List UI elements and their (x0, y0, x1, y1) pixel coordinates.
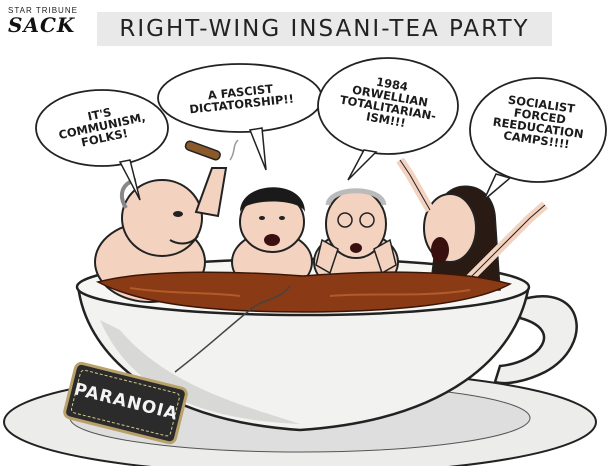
cup-shadow (100, 320, 300, 424)
speech-bubble-1 (35, 89, 169, 201)
speech-bubble-3 (317, 57, 459, 181)
cartoon-title: RIGHT-WING INSANI-TEA PARTY (119, 16, 530, 42)
speech-bubble-4 (469, 77, 607, 201)
teabag-tag (63, 361, 188, 445)
artist-signature: SACK (8, 13, 76, 37)
tea-surface (95, 271, 512, 313)
artist-credit: STAR TRIBUNE SACK (8, 6, 78, 37)
publication-name: STAR TRIBUNE (8, 6, 78, 15)
speech-bubble-2 (157, 63, 323, 171)
title-banner: RIGHT-WING INSANI-TEA PARTY (97, 12, 552, 46)
cup-handle (493, 295, 578, 385)
teabag-string (174, 285, 291, 373)
figure-screaming-woman (396, 157, 548, 291)
